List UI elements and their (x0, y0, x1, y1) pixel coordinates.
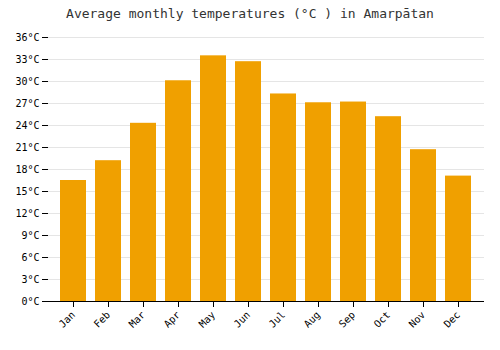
svg-text:Jun: Jun (232, 309, 253, 330)
svg-text:3°C: 3°C (21, 274, 39, 285)
svg-text:18°C: 18°C (15, 164, 39, 175)
svg-text:15°C: 15°C (15, 186, 39, 197)
svg-text:Sep: Sep (337, 309, 358, 330)
svg-text:Nov: Nov (407, 309, 428, 330)
svg-text:Dec: Dec (442, 309, 463, 330)
svg-text:24°C: 24°C (15, 120, 39, 131)
svg-text:6°C: 6°C (21, 252, 39, 263)
svg-text:27°C: 27°C (15, 98, 39, 109)
svg-text:12°C: 12°C (15, 208, 39, 219)
svg-text:May: May (197, 309, 218, 330)
svg-text:Oct: Oct (372, 309, 393, 330)
svg-text:0°C: 0°C (21, 296, 39, 307)
svg-text:36°C: 36°C (15, 32, 39, 43)
svg-text:Jul: Jul (267, 309, 288, 330)
svg-text:33°C: 33°C (15, 54, 39, 65)
html-text:Average monthly temperatures (: Average monthly temperatures (°C ) in Am… (66, 6, 434, 21)
svg-text:Aug: Aug (302, 309, 323, 330)
svg-text:9°C: 9°C (21, 230, 39, 241)
svg-text:30°C: 30°C (15, 76, 39, 87)
svg-text:Jan: Jan (57, 309, 78, 330)
svg-text:Feb: Feb (92, 309, 113, 330)
svg-text:Apr: Apr (162, 309, 183, 330)
svg-text:21°C: 21°C (15, 142, 39, 153)
svg-text:Mar: Mar (127, 309, 148, 330)
